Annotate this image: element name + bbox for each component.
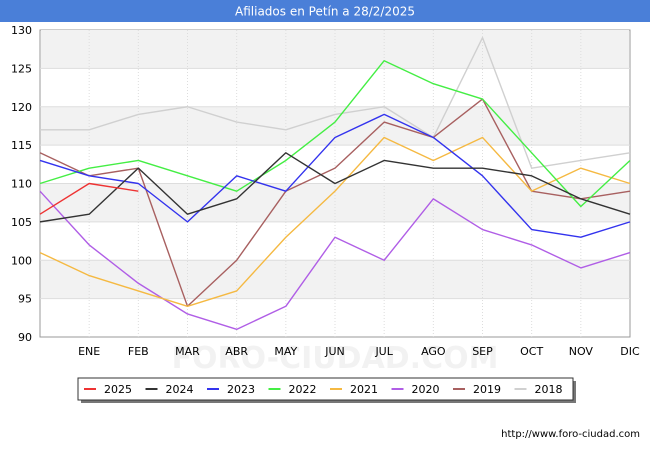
x-tick-label: MAR — [175, 345, 200, 358]
legend: 2025 2024 2023 2022 2021 2020 2019 2018 — [77, 377, 576, 403]
x-tick-label: JUL — [374, 345, 393, 358]
legend-label-2019: 2019 — [473, 383, 501, 396]
legend-label-2024: 2024 — [166, 383, 194, 396]
legend-label-2022: 2022 — [289, 383, 317, 396]
legend-box — [77, 377, 574, 401]
y-tick-label: 130 — [11, 24, 32, 37]
series-lines — [39, 36, 631, 331]
x-tick-label: JUN — [324, 345, 345, 358]
y-tick-label: 100 — [11, 254, 32, 267]
series-line-2021 — [39, 136, 631, 307]
series-line-2023 — [39, 113, 631, 238]
grid-band — [41, 106, 629, 146]
x-tick-label: ENE — [78, 345, 100, 358]
series-line-2024 — [39, 152, 631, 223]
y-tick-label: 110 — [11, 178, 32, 191]
x-tick-label: OCT — [520, 345, 543, 358]
title-bar — [0, 0, 650, 22]
x-tick-label: FEB — [128, 345, 149, 358]
y-tick-label: 125 — [11, 62, 32, 75]
grid-band — [41, 30, 629, 69]
legend-label-2021: 2021 — [350, 383, 378, 396]
legend-label-2020: 2020 — [412, 383, 440, 396]
legend-label-2025: 2025 — [104, 383, 132, 396]
y-tick-label: 90 — [18, 331, 32, 344]
x-tick-label: SEP — [472, 345, 493, 358]
series-line-2022 — [39, 60, 631, 208]
x-tick-label: MAY — [274, 345, 297, 358]
y-tick-label: 115 — [11, 139, 32, 152]
chart-title: Afiliados en Petín a 28/2/2025 — [235, 5, 415, 19]
watermark: FORO-CIUDAD.COM — [172, 341, 499, 376]
source-link[interactable]: http://www.foro-ciudad.com — [501, 429, 640, 440]
series-line-2018 — [40, 36, 631, 169]
x-tick-label: NOV — [569, 345, 594, 358]
series-line-2025 — [39, 182, 139, 215]
x-axis: ENE FEB MAR ABR MAY JUN JUL AGO SEP OCT NOV DIC — [78, 345, 640, 358]
legend-label-2018: 2018 — [535, 383, 563, 396]
y-tick-label: 105 — [11, 216, 32, 229]
y-axis: 90 95 100 105 110 115 120 125 130 — [11, 24, 32, 344]
y-tick-label: 95 — [18, 293, 32, 306]
series-line-2020 — [39, 190, 631, 331]
x-tick-label: ABR — [225, 345, 248, 358]
legend-label-2023: 2023 — [227, 383, 255, 396]
x-tick-label: DIC — [620, 345, 640, 358]
x-tick-label: AGO — [421, 345, 446, 358]
y-tick-label: 120 — [11, 101, 32, 114]
